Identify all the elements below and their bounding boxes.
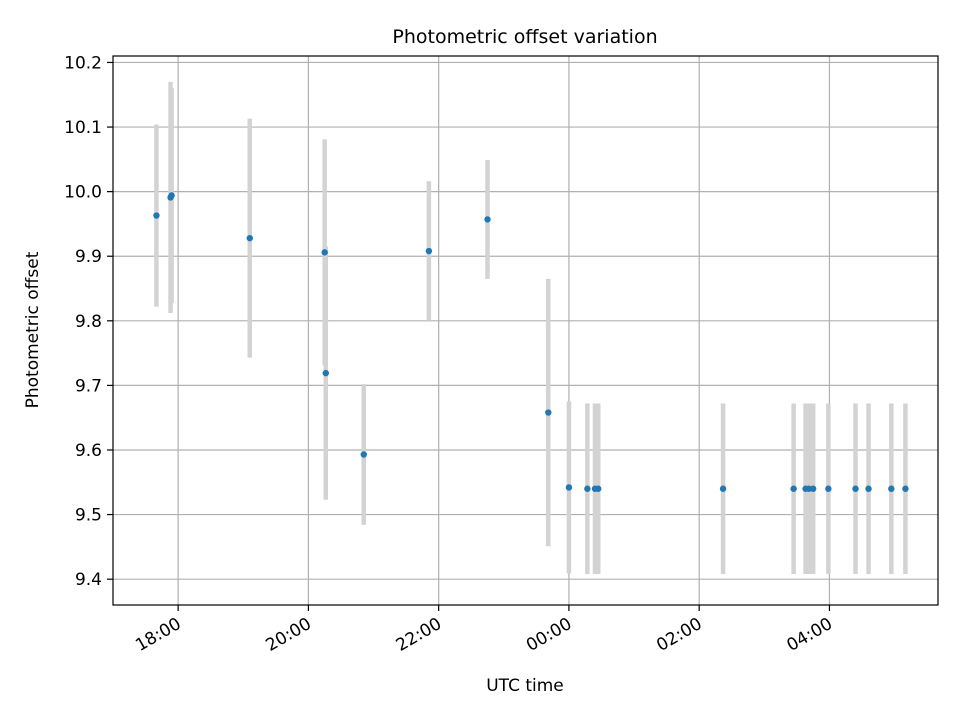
data-points	[153, 192, 909, 492]
plot-frame	[112, 55, 939, 606]
data-point	[321, 249, 328, 256]
data-point	[852, 485, 859, 492]
data-point	[322, 369, 329, 377]
y-tick-label: 10.0	[64, 183, 102, 203]
data-point	[565, 484, 573, 491]
y-tick-label: 9.5	[75, 506, 102, 526]
y-tick-label: 10.2	[64, 53, 102, 73]
data-point	[246, 234, 253, 242]
y-tick-label: 9.4	[75, 570, 102, 590]
y-axis-label: Photometric offset	[23, 251, 43, 408]
data-point	[584, 485, 591, 492]
data-point	[168, 192, 175, 199]
y-tick-label: 9.8	[75, 312, 102, 332]
data-point	[425, 247, 433, 255]
x-axis-label: UTC time	[486, 676, 564, 696]
y-tick-label: 9.9	[75, 247, 102, 267]
y-tick-label: 9.7	[75, 376, 102, 396]
chart-title: Photometric offset variation	[392, 26, 657, 48]
data-point	[888, 485, 895, 492]
data-point	[360, 451, 367, 458]
y-axis: 9.4 9.5 9.6 9.7 9.8 9.9 10.0 10.1 10.2	[64, 53, 113, 590]
data-point	[790, 485, 797, 492]
data-point	[865, 485, 872, 492]
data-point	[484, 216, 491, 223]
data-point	[153, 212, 160, 219]
y-tick-label: 9.6	[75, 441, 102, 461]
data-point	[719, 485, 727, 492]
data-point	[825, 485, 832, 492]
data-point	[809, 485, 817, 492]
y-tick-label: 10.1	[64, 118, 102, 138]
data-point	[595, 485, 602, 492]
data-point	[545, 409, 552, 416]
data-point	[902, 485, 909, 492]
